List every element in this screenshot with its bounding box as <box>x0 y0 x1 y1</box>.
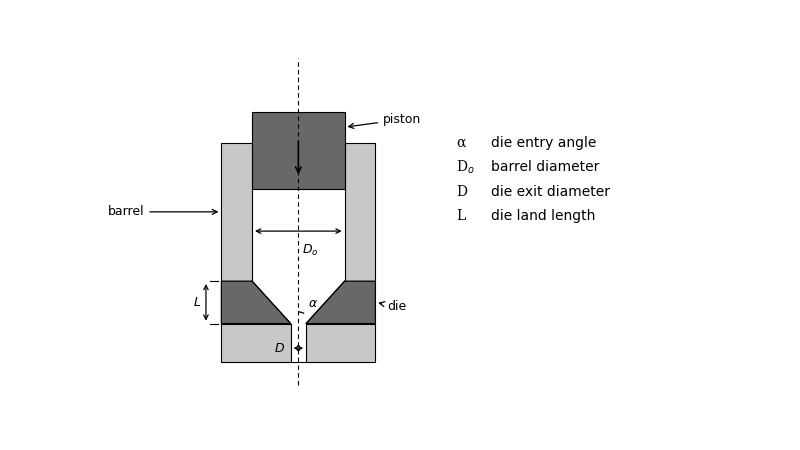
Text: $D_o$: $D_o$ <box>302 243 318 258</box>
Bar <box>252 143 345 281</box>
Bar <box>290 324 306 362</box>
Bar <box>252 281 345 324</box>
Text: die exit diameter: die exit diameter <box>491 185 610 199</box>
Text: α: α <box>456 135 466 149</box>
Text: barrel: barrel <box>108 205 217 218</box>
Polygon shape <box>252 281 345 324</box>
Polygon shape <box>306 281 375 324</box>
Text: L: L <box>194 296 201 309</box>
Bar <box>222 324 375 362</box>
Bar <box>222 143 375 281</box>
Polygon shape <box>222 281 290 324</box>
Bar <box>222 281 375 324</box>
Text: L: L <box>456 209 466 224</box>
Bar <box>252 112 345 189</box>
Text: die land length: die land length <box>491 209 595 224</box>
Text: D: D <box>275 342 285 355</box>
Text: D: D <box>456 185 467 199</box>
Text: die entry angle: die entry angle <box>491 135 596 149</box>
Text: die: die <box>379 300 406 313</box>
Text: barrel diameter: barrel diameter <box>491 160 599 174</box>
Text: α: α <box>308 297 317 310</box>
Text: piston: piston <box>349 113 422 128</box>
Text: D$_o$: D$_o$ <box>456 158 475 176</box>
